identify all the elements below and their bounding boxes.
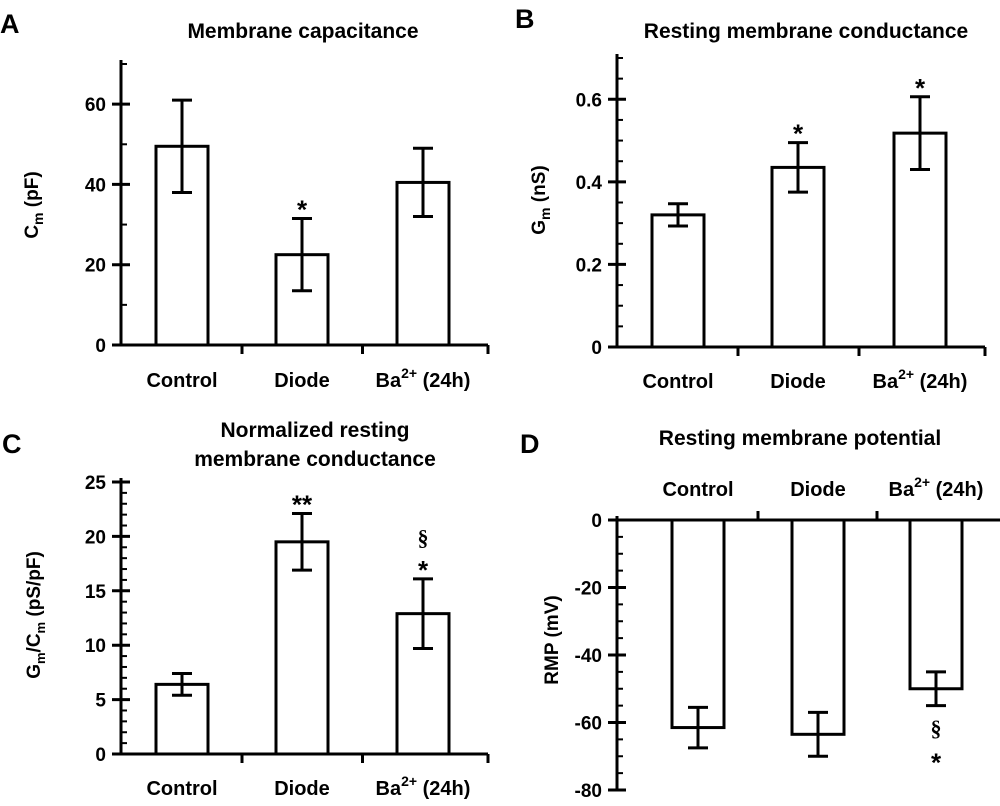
y-label-unit: (mV) [542, 595, 563, 643]
y-tick-label: 0.4 [576, 173, 603, 194]
category-label: Diode [274, 778, 330, 800]
chart-title-line-2: membrane conductance [194, 448, 436, 471]
section-mark: § [931, 716, 942, 741]
bar [770, 165, 826, 349]
significance-mark: ** [292, 490, 313, 520]
y-label-main: G [529, 220, 550, 235]
svg-text:Cm (pF): Cm (pF) [22, 171, 46, 238]
significance-mark: * [418, 555, 429, 585]
category-label: Control [642, 371, 713, 393]
panel-letter: C [2, 429, 22, 459]
category-label: Diode [770, 371, 826, 393]
y-tick-label: 0 [591, 511, 602, 532]
y-axis-label: RMP (mV) [542, 595, 563, 684]
plot-area: 0 -20 -40 -60 -80 Control Diode § * Ba2+ (24h) [575, 474, 1000, 802]
y-axis-label: Gm (nS) [529, 165, 553, 234]
significance-mark: * [931, 748, 942, 778]
category-label: Control [146, 778, 217, 800]
panel-letter: B [515, 4, 535, 34]
svg-text:RMP (mV): RMP (mV) [542, 595, 563, 684]
y-tick-label: -40 [575, 646, 602, 667]
y-tick-label: 40 [85, 175, 106, 196]
y-label-sub: m [33, 652, 48, 664]
category-label: Ba2+ (24h) [889, 474, 984, 501]
y-tick-label: 60 [85, 95, 106, 116]
bar [790, 518, 846, 736]
category-label: Ba2+ (24h) [376, 773, 471, 800]
y-tick-label: 20 [85, 527, 106, 548]
category-label: Diode [274, 370, 330, 392]
bar [650, 213, 706, 349]
svg-text:Gm/Cm (pS/pF): Gm/Cm (pS/pF) [24, 551, 48, 679]
y-label-main: G [24, 664, 45, 679]
chart-title: Resting membrane potential [659, 427, 941, 450]
y-label-unit: (pF) [22, 171, 43, 212]
y-tick-label: 0 [591, 338, 602, 359]
y-tick-label: 0 [95, 336, 106, 357]
plot-area: 0 20 40 60 Control * Diode Ba2+ (24h) [85, 60, 490, 392]
y-label-unit: (nS) [529, 165, 550, 207]
y-tick-label: -80 [575, 781, 602, 802]
significance-mark: * [915, 73, 926, 103]
bar [274, 540, 330, 756]
y-label-sub: m [30, 212, 46, 224]
chart-title: Resting membrane conductance [644, 20, 968, 43]
panel-a: A Membrane capacitance Cm (pF) 0 20 40 60 Co… [0, 9, 490, 392]
y-tick-label: 0.6 [576, 90, 602, 111]
bar [908, 518, 964, 691]
category-label: Control [662, 479, 733, 501]
y-label-sub: m [537, 207, 553, 219]
y-tick-label: 10 [85, 636, 106, 657]
panel-c: C Normalized resting membrane conductanc… [2, 419, 490, 800]
y-tick-label: -60 [575, 714, 602, 735]
y-tick-label: 0 [95, 745, 106, 766]
significance-mark: * [793, 119, 804, 149]
category-label: Ba2+ (24h) [873, 366, 968, 393]
y-label-main: RMP [542, 642, 563, 685]
y-label-main: C [22, 225, 43, 239]
y-label-sub2: m [33, 622, 48, 634]
y-tick-label: -20 [575, 579, 602, 600]
y-axis-label: Cm (pF) [22, 171, 46, 238]
y-tick-label: 25 [85, 473, 107, 494]
category-label: Ba2+ (24h) [376, 365, 471, 392]
y-axis-label: Gm/Cm (pS/pF) [24, 551, 48, 679]
panel-b: B Resting membrane conductance Gm (nS) 0… [515, 4, 987, 393]
panel-d: D Resting membrane potential RMP (mV) 0 -… [520, 427, 1000, 802]
y-label-unit2: (pS/pF) [24, 551, 45, 622]
plot-area: 0 0.2 0.4 0.6 Control * Diode * Ba2+ (24h) [576, 54, 987, 393]
y-tick-label: 20 [85, 256, 106, 277]
category-label: Control [146, 370, 217, 392]
panel-letter: A [0, 9, 20, 39]
y-label-unit: /C [24, 633, 45, 652]
plot-area: 0 5 10 15 20 25 Control ** Diode * § Ba2+ (24h) [85, 473, 490, 800]
y-tick-label: 0.2 [576, 255, 602, 276]
panel-letter: D [520, 429, 540, 459]
category-label: Diode [790, 479, 846, 501]
chart-title-line-1: Normalized resting [220, 419, 409, 442]
bar [670, 518, 726, 730]
chart-title: Membrane capacitance [187, 20, 418, 43]
significance-mark: * [297, 195, 308, 225]
y-tick-label: 15 [85, 582, 107, 603]
svg-text:Gm (nS): Gm (nS) [529, 165, 553, 234]
y-tick-label: 5 [95, 691, 106, 712]
section-mark: § [418, 525, 429, 550]
